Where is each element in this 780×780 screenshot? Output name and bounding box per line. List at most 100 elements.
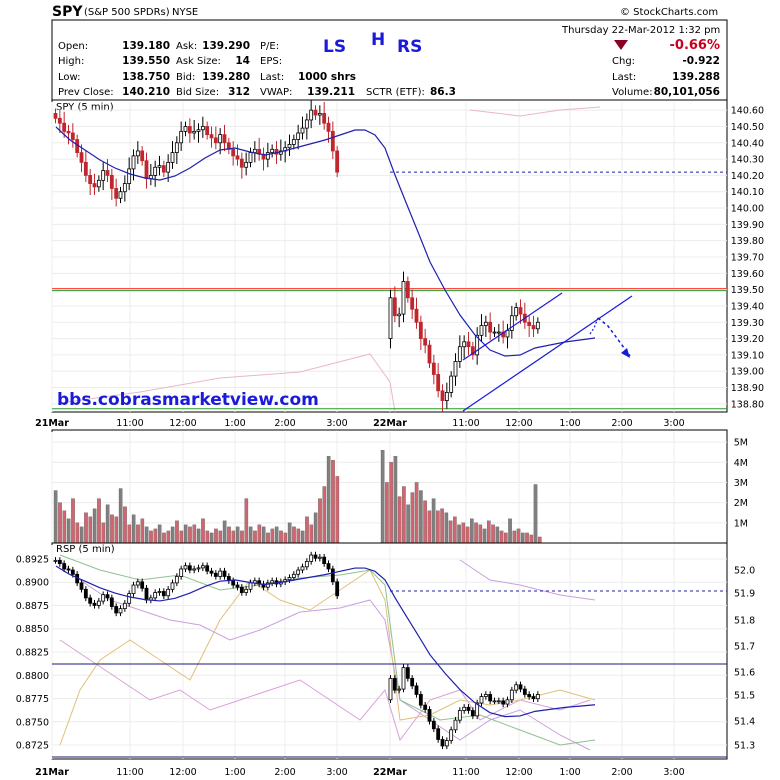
rsp-candle-body (205, 565, 210, 572)
price-candle-body (83, 161, 88, 176)
rsp-candle-body (300, 566, 305, 571)
volume-bar (257, 524, 262, 544)
price-y-tick-label: 139.70 (731, 253, 764, 264)
volume-bar (385, 482, 389, 544)
rsp-candle-body (213, 572, 218, 577)
volume-y-tick-label: 3M (734, 478, 748, 489)
price-candle-body (270, 148, 275, 153)
price-candle-body (239, 158, 244, 168)
price-candle-body (453, 361, 458, 377)
exchange-name: NYSE (172, 7, 198, 18)
rsp-candle-body (79, 582, 84, 590)
x-tick-label: 21Mar (35, 767, 69, 778)
volume-bar (222, 520, 227, 544)
price-candle-body (397, 313, 402, 317)
price-candle-body (222, 134, 227, 144)
price-y-tick-label: 139.80 (731, 236, 764, 247)
rsp-indicator-violet (59, 559, 591, 751)
ask-value: 139.290 (202, 40, 250, 52)
volume-bar (131, 514, 136, 544)
price-y-tick-label: 140.60 (731, 106, 764, 117)
x-tick-label: 12:00 (169, 767, 196, 778)
rsp-candle-body (479, 696, 484, 704)
rsp-candle-body (388, 677, 393, 701)
price-candle-body (144, 160, 149, 180)
rsp-candle-body (70, 569, 75, 575)
x-tick-label: 3:00 (663, 767, 684, 778)
ask-size-label: Ask Size: (176, 56, 221, 67)
rsp-left-tick-label: 0.8775 (16, 694, 49, 705)
price-candle-body (483, 321, 488, 326)
volume-bar (75, 522, 80, 544)
price-candle-body (209, 134, 214, 139)
x-tick-label: 2:00 (611, 418, 632, 429)
channel-lower-line (462, 295, 633, 412)
x-tick-label: 12:00 (169, 418, 196, 429)
rsp-candle-body (531, 696, 536, 700)
rsp-candle-body (397, 688, 402, 691)
x-tick-label: 2:00 (274, 767, 295, 778)
price-candle-body (313, 109, 318, 116)
volume-y-tick-label: 4M (734, 458, 748, 469)
volume-bar (253, 530, 257, 544)
rsp-candle-body (522, 688, 527, 695)
price-candle-body (235, 155, 240, 160)
rsp-candle-body (296, 569, 301, 575)
price-candle-body (70, 132, 75, 140)
price-candle-body (535, 321, 540, 330)
rsp-candle-body (200, 565, 205, 569)
x-tick-label: 1:00 (559, 418, 580, 429)
volume-bar (465, 526, 470, 544)
chg-label: Chg: (612, 56, 635, 67)
rsp-candle-body (475, 702, 480, 717)
price-candle-body (183, 126, 188, 132)
rsp-candle-body (514, 684, 519, 691)
volume-bar (209, 532, 214, 544)
price-candle-body (509, 315, 514, 331)
volume-bar (389, 462, 393, 544)
volume-bar (482, 528, 487, 544)
rsp-candle-body (174, 576, 179, 584)
rsp-candle-body (53, 559, 58, 562)
volume-bar (196, 528, 201, 544)
volume-bar (136, 524, 140, 544)
forecast-arrow-line (597, 317, 631, 357)
rsp-right-tick-label: 51.5 (734, 691, 755, 702)
annotation-ls: LS (323, 37, 346, 57)
volume-bar (470, 518, 474, 544)
volume-bar (235, 526, 240, 544)
price-candle-body (335, 150, 340, 173)
chg-value: -0.922 (682, 55, 720, 67)
volume-label: Volume: (612, 87, 653, 98)
volume-y-axis: 5M 4M 3M 2M 1M (734, 438, 748, 530)
rsp-candle-body (418, 694, 423, 706)
volume-bar (508, 518, 512, 544)
ask-size-value: 14 (235, 55, 250, 67)
rsp-candle-body (144, 587, 149, 601)
volume-bar (516, 528, 521, 544)
x-tick-label: 3:00 (326, 767, 347, 778)
price-grid (51, 102, 727, 412)
volume-bar (179, 530, 184, 544)
price-candle-body (118, 191, 123, 199)
volume-bar (313, 512, 318, 544)
price-y-tick-label: 139.10 (731, 350, 764, 361)
price-y-tick-label: 138.80 (731, 399, 764, 410)
rsp-candle-body (222, 570, 227, 577)
price-candle-body (96, 179, 101, 188)
rsp-candle-body (244, 588, 249, 593)
price-candle-body (265, 152, 270, 160)
rsp-candle-body (131, 584, 136, 595)
volume-bar (380, 450, 385, 544)
volume-bar (97, 498, 101, 544)
rsp-candle-body (83, 588, 88, 599)
volume-bar (162, 532, 166, 544)
bid-size-value: 312 (228, 86, 250, 98)
rsp-horizontal-lines (52, 590, 727, 758)
volume-bar (270, 528, 275, 544)
rsp-candle-body (88, 597, 93, 604)
forecast-arrow-head-icon (621, 348, 630, 358)
volume-bar (457, 524, 461, 544)
volume-bar (520, 532, 525, 544)
